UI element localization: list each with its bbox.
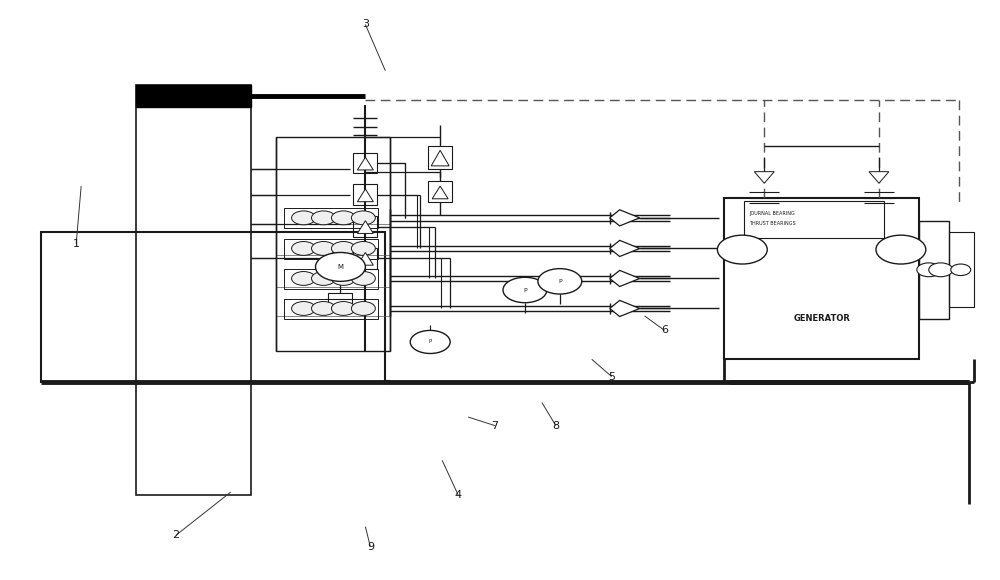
Text: P: P — [558, 279, 562, 284]
Circle shape — [876, 235, 926, 264]
Text: P: P — [429, 339, 432, 345]
Circle shape — [331, 302, 355, 316]
Circle shape — [538, 269, 582, 294]
Circle shape — [312, 302, 335, 316]
Circle shape — [312, 271, 335, 285]
Text: 4: 4 — [455, 490, 462, 500]
Text: 2: 2 — [172, 530, 179, 541]
Text: THRUST BEARINGS: THRUST BEARINGS — [749, 220, 796, 226]
Text: 3: 3 — [362, 20, 369, 30]
Polygon shape — [357, 221, 373, 233]
Polygon shape — [431, 150, 449, 166]
Circle shape — [717, 235, 767, 264]
Text: 5: 5 — [608, 372, 615, 382]
Bar — [284, 269, 378, 289]
Circle shape — [351, 271, 375, 285]
Circle shape — [929, 263, 953, 277]
Text: M: M — [337, 264, 343, 270]
Circle shape — [312, 211, 335, 225]
Bar — [428, 182, 452, 202]
Circle shape — [503, 277, 547, 303]
Polygon shape — [357, 189, 373, 202]
Circle shape — [316, 252, 365, 281]
Circle shape — [292, 241, 316, 255]
Bar — [136, 85, 251, 107]
Bar — [284, 299, 378, 319]
Text: GENERATOR: GENERATOR — [793, 314, 850, 324]
Bar — [284, 208, 378, 229]
Text: 7: 7 — [491, 420, 499, 430]
Bar — [41, 232, 385, 382]
Polygon shape — [610, 240, 640, 256]
Text: JOURNAL BEARING: JOURNAL BEARING — [749, 211, 795, 216]
Bar — [353, 216, 377, 237]
Bar — [353, 184, 377, 205]
Text: 8: 8 — [552, 420, 559, 430]
Circle shape — [312, 241, 335, 255]
Bar — [328, 293, 352, 304]
Circle shape — [292, 302, 316, 316]
Polygon shape — [610, 210, 640, 226]
Polygon shape — [357, 157, 373, 170]
Bar — [919, 221, 949, 319]
Circle shape — [917, 263, 941, 277]
Bar — [949, 232, 974, 307]
Bar — [724, 198, 919, 359]
Text: P: P — [523, 288, 527, 292]
Bar — [284, 238, 378, 259]
Circle shape — [351, 302, 375, 316]
Circle shape — [951, 264, 971, 276]
Text: 1: 1 — [73, 239, 80, 249]
Bar — [136, 85, 251, 495]
Text: 9: 9 — [367, 542, 374, 552]
Polygon shape — [432, 186, 448, 199]
Bar — [744, 201, 884, 238]
Bar — [276, 137, 390, 350]
Circle shape — [410, 331, 450, 353]
Polygon shape — [357, 252, 373, 265]
Bar — [428, 146, 452, 169]
Text: 6: 6 — [661, 325, 668, 335]
Bar — [353, 153, 377, 173]
Bar — [353, 248, 377, 269]
Polygon shape — [610, 270, 640, 287]
Circle shape — [331, 241, 355, 255]
Polygon shape — [754, 172, 774, 183]
Circle shape — [351, 211, 375, 225]
Circle shape — [292, 271, 316, 285]
Polygon shape — [869, 172, 889, 183]
Circle shape — [331, 211, 355, 225]
Circle shape — [331, 271, 355, 285]
Circle shape — [351, 241, 375, 255]
Circle shape — [292, 211, 316, 225]
Polygon shape — [610, 300, 640, 317]
